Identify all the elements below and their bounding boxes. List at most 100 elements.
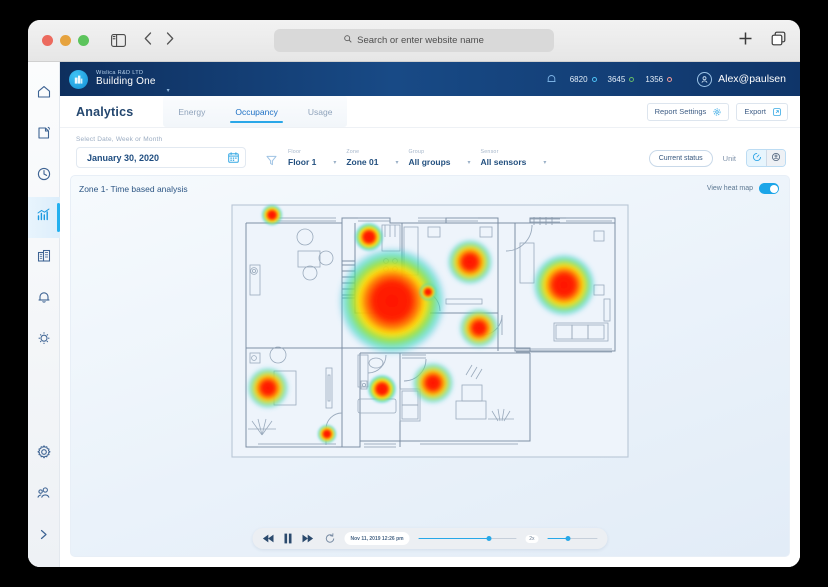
playback-timestamp: Nov 11, 2019 12:26 pm bbox=[344, 532, 410, 545]
analytics-tabs: Energy Occupancy Usage bbox=[163, 96, 348, 127]
page-header: Analytics Energy Occupancy Usage Report … bbox=[60, 96, 800, 128]
current-status-button[interactable]: Current status bbox=[648, 149, 713, 167]
tabs-overview-icon[interactable] bbox=[771, 31, 786, 51]
brand-company: Wislica R&D LTD bbox=[96, 69, 144, 76]
sidebar-item-users[interactable] bbox=[28, 475, 60, 516]
sidebar-item-home[interactable] bbox=[28, 74, 60, 115]
building-logo-icon bbox=[69, 69, 88, 89]
rail-bottom-group bbox=[28, 434, 60, 567]
tab-occupancy[interactable]: Occupancy bbox=[220, 96, 293, 127]
back-icon[interactable] bbox=[144, 31, 152, 50]
date-input[interactable]: January 30, 2020 bbox=[76, 147, 246, 168]
heat-blob-study bbox=[412, 362, 454, 404]
heat-map-switch[interactable] bbox=[759, 183, 779, 194]
playback-time-slider[interactable] bbox=[418, 534, 517, 544]
forward-icon[interactable] bbox=[166, 31, 174, 50]
address-placeholder: Search or enter website name bbox=[357, 35, 484, 46]
unit-option-gauge[interactable] bbox=[747, 150, 766, 166]
export-label: Export bbox=[744, 107, 766, 116]
slider-track bbox=[547, 537, 598, 540]
sidebar-toggle-icon[interactable] bbox=[111, 34, 126, 47]
chevron-down-icon[interactable]: ▾ bbox=[543, 160, 547, 166]
calendar-icon[interactable] bbox=[228, 152, 239, 163]
date-value: January 30, 2020 bbox=[87, 152, 160, 163]
sidebar-item-buildings[interactable] bbox=[28, 238, 60, 279]
main-content: Wislica R&D LTD Building One ▾ 6820 3645 bbox=[60, 62, 800, 567]
panel-title: Zone 1- Time based analysis bbox=[79, 183, 188, 194]
group-filter[interactable]: Group All groups bbox=[409, 149, 451, 167]
sidebar-item-schedule[interactable] bbox=[28, 156, 60, 197]
close-window-button[interactable] bbox=[42, 35, 53, 46]
rail-expand-button[interactable] bbox=[28, 516, 60, 557]
brand-header: Wislica R&D LTD Building One ▾ 6820 3645 bbox=[60, 62, 800, 96]
stat-item: 1356 bbox=[645, 75, 673, 84]
rewind-icon[interactable] bbox=[262, 534, 275, 543]
gear-icon bbox=[36, 444, 52, 465]
pause-icon[interactable] bbox=[284, 533, 293, 544]
chevron-down-icon[interactable]: ▾ bbox=[166, 88, 170, 94]
stat-indicator-dot bbox=[591, 76, 597, 82]
bar-chart-icon bbox=[36, 207, 52, 228]
unit-toggle bbox=[746, 149, 786, 167]
plus-icon[interactable] bbox=[738, 31, 753, 51]
playback-speed-slider[interactable] bbox=[547, 534, 598, 544]
search-icon bbox=[344, 35, 352, 46]
unit-option-person-sensor[interactable] bbox=[766, 150, 785, 166]
refresh-icon[interactable] bbox=[325, 533, 336, 544]
sidebar-item-analytics[interactable] bbox=[28, 197, 60, 238]
slider-knob[interactable] bbox=[486, 536, 492, 541]
user-name: Alex@paulsen bbox=[718, 73, 786, 85]
address-bar[interactable]: Search or enter website name bbox=[274, 29, 554, 52]
fast-forward-icon[interactable] bbox=[302, 534, 314, 543]
floor-plan-svg[interactable] bbox=[230, 203, 630, 459]
window-controls bbox=[42, 35, 89, 46]
zone-filter[interactable]: Zone Zone 01 bbox=[346, 149, 378, 167]
heat-blob-bedroom-west bbox=[247, 367, 289, 409]
group-filter-label: Group bbox=[408, 149, 425, 155]
floor-filter-value: Floor 1 bbox=[288, 157, 317, 167]
group-filter-value: All groups bbox=[408, 157, 451, 167]
notification-icon[interactable] bbox=[546, 74, 557, 85]
heat-blob-balcony-door bbox=[317, 424, 337, 444]
report-settings-button[interactable]: Report Settings bbox=[646, 102, 730, 121]
sidebar-item-alerts[interactable] bbox=[28, 279, 60, 320]
tab-usage[interactable]: Usage bbox=[307, 106, 333, 117]
users-icon bbox=[36, 485, 52, 506]
stat-value: 6820 bbox=[569, 74, 588, 84]
chevron-down-icon[interactable]: ▾ bbox=[467, 160, 471, 166]
external-link-icon bbox=[773, 107, 781, 116]
filter-bar-right: Current status Unit bbox=[648, 149, 786, 167]
chevron-down-icon[interactable]: ▾ bbox=[333, 160, 337, 166]
tab-energy[interactable]: Energy bbox=[178, 106, 206, 117]
export-button[interactable]: Export bbox=[736, 102, 788, 121]
switch-knob bbox=[769, 184, 778, 193]
heat-blob-living-room bbox=[532, 253, 596, 317]
maximize-window-button[interactable] bbox=[78, 35, 89, 46]
sidebar-item-documents[interactable] bbox=[28, 115, 60, 156]
stat-value: 3645 bbox=[607, 74, 626, 84]
playback-speed-label[interactable]: 2x bbox=[525, 534, 539, 543]
sensor-filter-label: Sensor bbox=[480, 149, 499, 155]
funnel-icon[interactable] bbox=[266, 155, 277, 166]
stat-indicator-dot bbox=[667, 76, 673, 82]
application: Wislica R&D LTD Building One ▾ 6820 3645 bbox=[28, 62, 800, 567]
zone-filter-label: Zone bbox=[346, 149, 360, 155]
user-menu[interactable]: Alex@paulsen bbox=[697, 71, 786, 87]
playback-controls: Nov 11, 2019 12:26 pm 2x bbox=[252, 528, 608, 549]
home-icon bbox=[36, 84, 52, 105]
chevron-down-icon[interactable]: ▾ bbox=[395, 160, 399, 166]
analysis-panel: Zone 1- Time based analysis View heat ma… bbox=[70, 175, 790, 557]
heat-map-label: View heat map bbox=[706, 185, 753, 192]
filter-bar: Select Date, Week or Month January 30, 2… bbox=[60, 128, 800, 175]
heat-map-toggle[interactable]: View heat map bbox=[707, 183, 779, 194]
sensor-filter[interactable]: Sensor All sensors bbox=[481, 149, 527, 167]
heat-blob-corridor-door bbox=[419, 283, 437, 301]
slider-knob[interactable] bbox=[565, 536, 570, 541]
minimize-window-button[interactable] bbox=[60, 35, 71, 46]
sidebar-item-lighting[interactable] bbox=[28, 320, 60, 361]
chevron-right-icon bbox=[37, 528, 50, 546]
floor-filter[interactable]: Floor Floor 1 bbox=[288, 149, 316, 167]
browser-actions bbox=[738, 31, 786, 51]
person-sensor-icon bbox=[771, 150, 781, 166]
sidebar-item-settings[interactable] bbox=[28, 434, 60, 475]
